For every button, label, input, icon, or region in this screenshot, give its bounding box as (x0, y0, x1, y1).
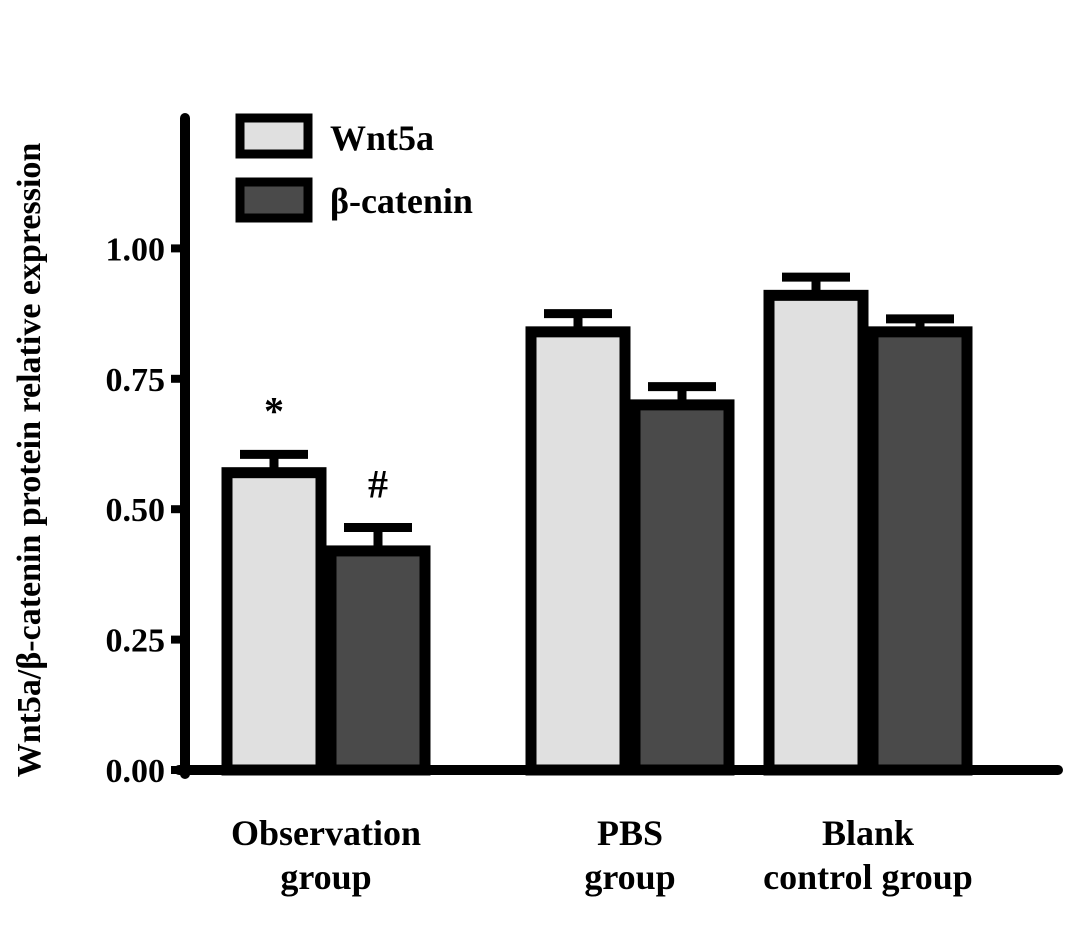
significance-marker: * (264, 388, 284, 433)
y-tick-label: 0.25 (106, 623, 166, 660)
y-tick-label: 1.00 (106, 231, 166, 268)
y-tick-label: 0.00 (106, 753, 166, 790)
y-tick-label: 0.75 (106, 362, 166, 399)
bar-beta-catenin (325, 545, 431, 776)
x-category-label: control group (763, 857, 973, 897)
x-category-label: group (280, 857, 371, 897)
legend-label-wnt5a: Wnt5a (330, 118, 434, 158)
legend-item-wnt5a: Wnt5a (235, 113, 434, 159)
legend-item-beta-catenin: β-catenin (235, 177, 473, 223)
legend-swatch-wnt5a (235, 113, 313, 159)
legend-swatch-beta-catenin (235, 177, 313, 223)
bar-beta-catenin (867, 326, 973, 776)
legend-label-beta-catenin: β-catenin (330, 181, 473, 221)
x-category-label: PBS (597, 813, 663, 853)
bar-beta-catenin (629, 399, 735, 776)
legend: Wnt5a β-catenin (235, 113, 473, 223)
bar-wnt5a (221, 467, 327, 776)
significance-marker: # (368, 461, 388, 506)
x-category-label: Observation (231, 813, 421, 853)
bar-wnt5a (525, 326, 631, 776)
y-axis-title: Wnt5a/β-catenin protein relative express… (11, 143, 48, 778)
bar-wnt5a (763, 289, 869, 776)
x-category-label: Blank (822, 813, 914, 853)
x-category-label: group (584, 857, 675, 897)
y-tick-label: 0.50 (106, 492, 166, 529)
